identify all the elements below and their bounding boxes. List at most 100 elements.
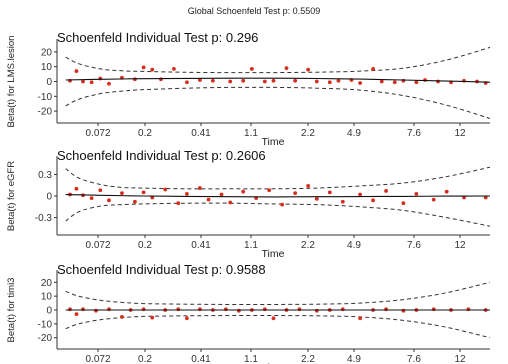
x-tick-label: 2.2	[301, 240, 315, 251]
residual-point	[401, 201, 406, 206]
residual-point	[414, 191, 419, 196]
residual-point	[340, 307, 345, 312]
ci-upper-line	[65, 166, 491, 190]
y-axis-label: Beta(t) for timi3	[6, 278, 17, 343]
residual-point	[236, 308, 241, 313]
residual-point	[81, 79, 85, 84]
x-tick-label: 1.1	[244, 240, 258, 251]
residual-point	[431, 197, 436, 202]
ci-lower-line	[65, 86, 491, 119]
y-axis-label: Beta(t) for eGFR	[6, 161, 17, 231]
residual-point	[431, 307, 436, 312]
y-tick-label: 0.3	[38, 170, 52, 181]
residual-point	[206, 197, 211, 202]
ci-lower-line	[65, 202, 491, 227]
residual-point	[358, 192, 362, 197]
chart-title: Schoenfeld Individual Test p: 0.9588	[57, 262, 266, 277]
x-tick-label: 0.41	[191, 240, 211, 251]
residual-point	[185, 316, 189, 321]
residual-point	[197, 186, 202, 190]
residual-point	[159, 77, 163, 82]
residual-point	[327, 190, 332, 195]
residual-point	[280, 202, 285, 207]
fit-line	[65, 194, 491, 198]
residual-point	[284, 66, 289, 71]
residual-point	[327, 80, 332, 85]
x-tick-label: 0.2	[138, 128, 152, 139]
y-tick-label: -0.3	[35, 213, 53, 224]
x-tick-label: 7.6	[407, 354, 421, 364]
ci-lower-line	[65, 315, 491, 339]
y-tick-label: 0	[46, 77, 52, 88]
residual-point	[98, 188, 103, 193]
residual-point	[120, 191, 124, 196]
residual-point	[371, 198, 375, 203]
x-tick-label: 2.2	[301, 354, 315, 364]
residual-point	[267, 188, 272, 193]
residual-point	[262, 307, 267, 312]
y-tick-label: 0	[46, 306, 52, 317]
x-tick-label: 0.2	[138, 240, 152, 251]
x-tick-label: 12	[454, 354, 466, 364]
chart-panel-2: Schoenfeld Individual Test p: 0.2606 0.3 0…	[6, 148, 491, 260]
residual-point	[379, 79, 384, 84]
residual-point	[210, 78, 215, 83]
y-tick-label: -20	[38, 107, 53, 118]
x-tick-label: 0.072	[85, 240, 110, 251]
residual-point	[228, 200, 233, 205]
residual-point	[107, 81, 111, 86]
chart-panel-3: Schoenfeld Individual Test p: 0.9588 20 10…	[6, 262, 491, 364]
y-tick-label: 10	[41, 62, 53, 73]
chart-title: Schoenfeld Individual Test p: 0.2606	[57, 148, 266, 163]
y-tick-label: -10	[38, 92, 53, 103]
x-tick-label: 4.9	[347, 128, 361, 139]
residual-point	[74, 69, 79, 74]
global-title: Global Schoenfeld Test p: 0.5509	[188, 6, 320, 16]
residual-point	[271, 316, 276, 321]
y-tick-label: -10	[38, 319, 53, 330]
ci-upper-line	[65, 46, 491, 74]
residual-point	[176, 307, 181, 312]
residual-point	[228, 79, 233, 84]
residual-point	[340, 199, 345, 204]
residual-point	[133, 199, 137, 204]
residual-point	[297, 307, 302, 312]
residual-point	[223, 307, 228, 312]
residual-point	[314, 79, 319, 84]
residual-point	[241, 189, 246, 194]
residual-point	[150, 315, 155, 320]
x-tick-label: 4.9	[347, 240, 361, 251]
residual-point	[120, 315, 124, 319]
residual-point	[293, 78, 298, 83]
residual-point	[94, 308, 98, 313]
residual-point	[358, 81, 362, 85]
residual-point	[314, 308, 319, 313]
residual-point	[241, 78, 246, 83]
x-tick-label: 0.41	[191, 354, 211, 364]
residual-point	[197, 78, 202, 82]
residual-point	[74, 312, 79, 317]
fit-line	[65, 77, 491, 83]
x-tick-label: 0.41	[191, 128, 211, 139]
x-tick-label: 1.1	[244, 128, 258, 139]
x-tick-label: 0.2	[138, 354, 152, 364]
residual-point	[197, 307, 202, 312]
residual-point	[384, 189, 388, 193]
residual-point	[401, 308, 406, 313]
residual-point	[293, 191, 298, 196]
x-axis-label: Time	[262, 362, 285, 364]
x-tick-label: 7.6	[407, 240, 421, 251]
residual-point	[150, 67, 155, 72]
x-axis-label: Time	[262, 136, 285, 148]
chart-title: Schoenfeld Individual Test p: 0.296	[57, 30, 258, 45]
residual-point	[414, 80, 419, 85]
residual-point	[358, 316, 362, 321]
residual-point	[172, 67, 176, 71]
chart-panel-1: Schoenfeld Individual Test p: 0.296 20 10 0…	[6, 30, 491, 148]
residual-point	[74, 186, 79, 191]
residual-point	[336, 78, 341, 83]
x-tick-label: 0.072	[85, 354, 110, 364]
x-tick-label: 12	[454, 128, 466, 139]
residual-point	[314, 196, 319, 201]
